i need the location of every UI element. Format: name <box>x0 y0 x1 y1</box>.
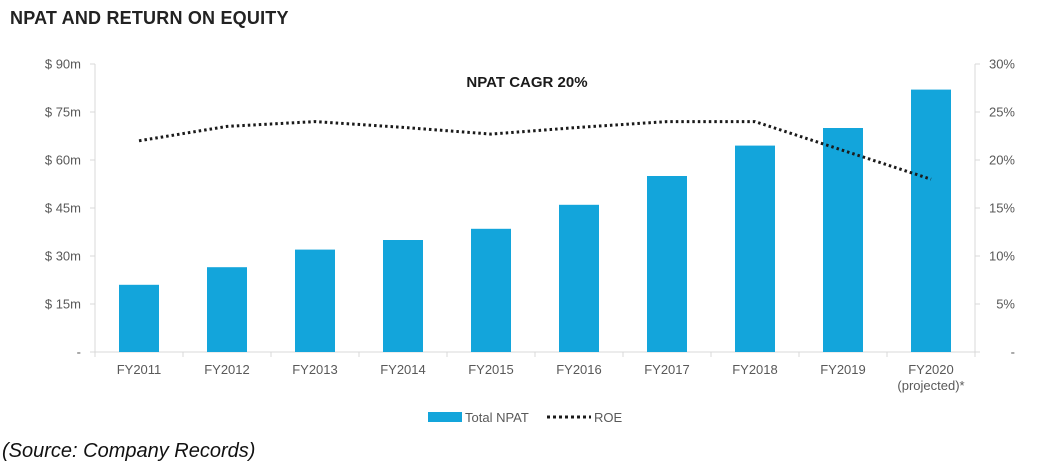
cagr-annotation: NPAT CAGR 20% <box>466 74 587 91</box>
legend: Total NPAT ROE <box>428 410 623 425</box>
x-tick-label: FY2015 <box>468 362 514 377</box>
legend-label-npat: Total NPAT <box>465 410 529 425</box>
bar-npat <box>207 267 247 352</box>
x-tick-label: FY2018 <box>732 362 778 377</box>
bar-npat <box>823 128 863 352</box>
y-left-tick-label: $ 60m <box>45 153 81 168</box>
y-right-tick-label: 20% <box>989 153 1015 168</box>
y-left-tick-label: $ 30m <box>45 249 81 264</box>
bar-npat <box>295 249 335 352</box>
bar-npat <box>383 240 423 352</box>
y-right-tick-label: 10% <box>989 249 1015 264</box>
legend-swatch-npat <box>428 412 462 422</box>
labels-layer: - $ 15m $ 30m $ 45m $ 60m $ 75m $ 90m - 5% 10% 15%… <box>45 57 1016 394</box>
x-tick-sublabel: (projected)* <box>897 378 964 393</box>
y-right-tick-label: 30% <box>989 57 1015 72</box>
y-right-tick-label: - <box>1011 345 1015 360</box>
chart-title: NPAT AND RETURN ON EQUITY <box>10 8 289 28</box>
bar-npat <box>559 204 599 352</box>
bar-npat <box>119 284 159 352</box>
x-tick-label: FY2020 <box>908 362 954 377</box>
y-right-tick-label: 15% <box>989 201 1015 216</box>
chart: - $ 15m $ 30m $ 45m $ 60m $ 75m $ 90m - 5% 10% 15%… <box>45 57 1016 426</box>
y-right-tick-label: 5% <box>996 297 1015 312</box>
x-tick-label: FY2013 <box>292 362 338 377</box>
y-left-tick-label: $ 45m <box>45 201 81 216</box>
y-right-tick-label: 25% <box>989 105 1015 120</box>
line-layer <box>138 120 932 181</box>
bar-npat <box>471 228 511 352</box>
x-tick-label: FY2011 <box>117 362 162 377</box>
y-left-tick-label: $ 90m <box>45 57 81 72</box>
x-tick-label: FY2019 <box>820 362 866 377</box>
y-left-tick-label: $ 15m <box>45 297 81 312</box>
x-tick-label: FY2016 <box>556 362 602 377</box>
x-tick-label: FY2014 <box>380 362 426 377</box>
legend-label-roe: ROE <box>594 410 623 425</box>
x-tick-label: FY2017 <box>644 362 690 377</box>
bars-layer <box>119 89 951 352</box>
x-tick-label: FY2012 <box>204 362 250 377</box>
bar-npat <box>647 176 687 352</box>
roe-line <box>138 120 932 181</box>
bar-npat <box>911 89 951 352</box>
y-left-tick-label: $ 75m <box>45 105 81 120</box>
y-left-tick-label: - <box>77 345 81 360</box>
source-note: (Source: Company Records) <box>2 440 256 462</box>
bar-npat <box>735 145 775 352</box>
